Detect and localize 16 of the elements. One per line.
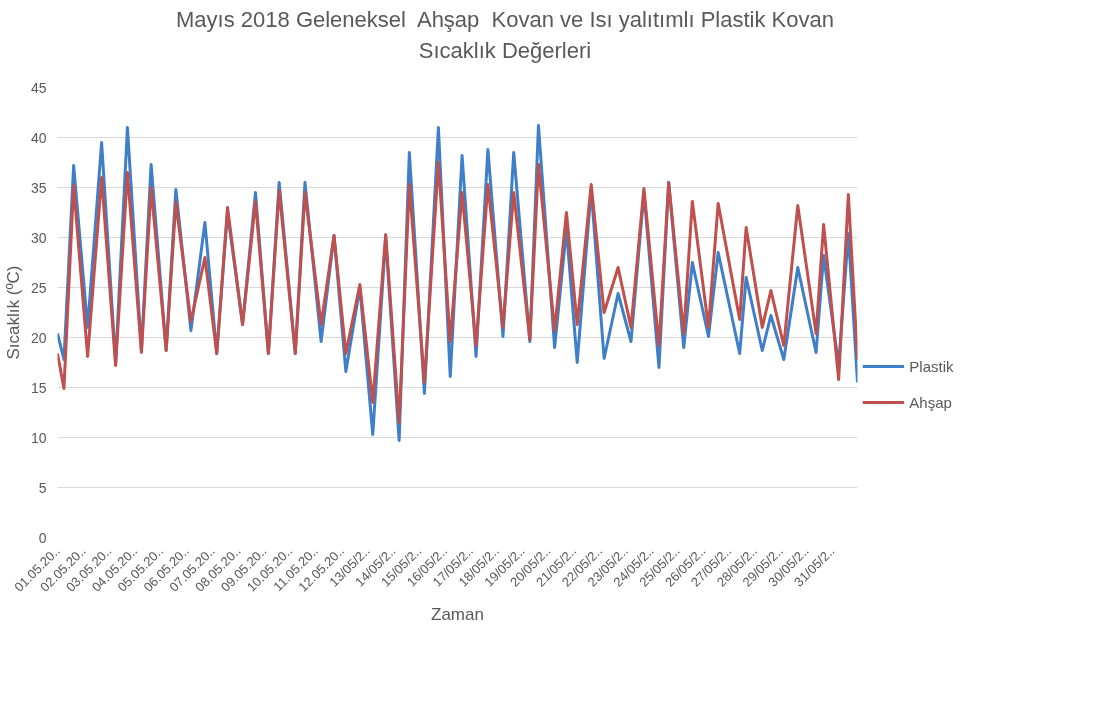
y-tick-label: 15 [30, 379, 47, 396]
legend-label: Plastik [909, 357, 954, 375]
y-tick-label: 0 [38, 529, 47, 546]
y-tick-label: 10 [30, 429, 47, 446]
y-tick-label: 35 [30, 179, 47, 196]
x-axis-title: Zaman [431, 604, 484, 624]
y-tick-label: 5 [38, 479, 47, 496]
y-axis-title: Sıcaklık (ºC) [3, 265, 23, 360]
legend-label: Ahşap [909, 393, 952, 411]
y-tick-label: 45 [30, 79, 47, 96]
y-tick-label: 30 [30, 229, 47, 246]
y-tick-label: 40 [30, 129, 47, 146]
chart-title: Mayıs 2018 Geleneksel Ahşap Kovan ve Isı yalıtımlı Plastik Kovan Sıcaklık Değerleri [176, 6, 834, 65]
y-tick-label: 25 [30, 279, 47, 296]
y-tick-label: 20 [30, 329, 47, 346]
line-series [57, 160, 858, 424]
